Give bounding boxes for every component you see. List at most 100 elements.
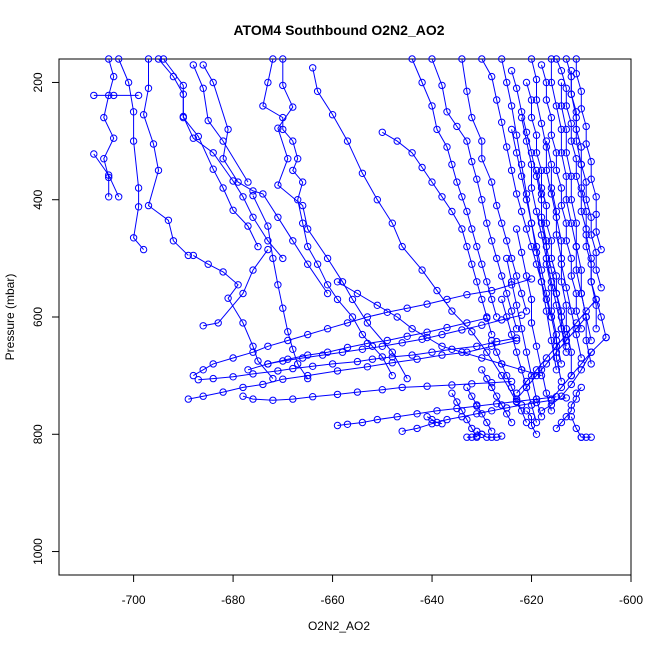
- data-point: [209, 165, 217, 173]
- data-point: [587, 348, 595, 356]
- data-point: [552, 149, 561, 157]
- series-line: [466, 387, 493, 432]
- series-line: [575, 59, 602, 250]
- data-point: [562, 172, 570, 181]
- data-point: [184, 395, 193, 403]
- data-point: [229, 177, 237, 185]
- data-point: [388, 348, 396, 356]
- data-point: [567, 413, 575, 421]
- data-point: [398, 242, 406, 251]
- data-point: [498, 55, 506, 63]
- data-point: [279, 357, 287, 365]
- data-point: [304, 371, 312, 380]
- data-point: [567, 307, 575, 315]
- data-point: [532, 430, 541, 438]
- data-point: [398, 339, 406, 347]
- data-point: [274, 213, 282, 222]
- data-point: [483, 374, 491, 383]
- data-point: [592, 266, 600, 274]
- data-point: [542, 201, 551, 210]
- data-point: [284, 328, 292, 336]
- data-point: [313, 87, 322, 96]
- data-point: [547, 190, 556, 198]
- data-point: [378, 353, 386, 361]
- data-point: [503, 371, 511, 380]
- data-point: [507, 278, 516, 286]
- data-point: [463, 242, 471, 251]
- data-point: [532, 131, 541, 139]
- data-point: [463, 137, 471, 145]
- data-point: [522, 225, 531, 233]
- data-point: [592, 325, 600, 333]
- series-8: [199, 61, 332, 298]
- data-point: [597, 284, 605, 292]
- data-point: [577, 366, 585, 374]
- data-point: [542, 295, 551, 304]
- data-point: [124, 78, 133, 87]
- data-point: [517, 207, 526, 216]
- data-point: [438, 420, 446, 428]
- data-point: [239, 383, 247, 392]
- data-point: [557, 67, 566, 75]
- data-point: [289, 364, 297, 373]
- data-point: [115, 55, 123, 63]
- data-point: [512, 348, 521, 356]
- data-point: [209, 374, 217, 383]
- data-point: [517, 407, 526, 415]
- series-19: [244, 314, 491, 374]
- data-point: [507, 125, 516, 134]
- data-point: [90, 91, 98, 100]
- data-point: [328, 360, 337, 368]
- data-point: [204, 260, 212, 268]
- data-point: [363, 339, 372, 348]
- data-point: [194, 132, 203, 141]
- data-point: [498, 401, 506, 409]
- data-point: [438, 351, 446, 359]
- data-point: [537, 184, 546, 192]
- data-point: [517, 160, 526, 169]
- series-line: [431, 58, 518, 329]
- series-line: [93, 153, 120, 198]
- data-point: [542, 166, 551, 175]
- data-point: [378, 342, 386, 350]
- data-point: [562, 348, 570, 356]
- data-point: [552, 102, 561, 110]
- data-point: [557, 184, 566, 192]
- data-point: [527, 295, 536, 304]
- data-point: [503, 254, 511, 263]
- data-point: [527, 219, 536, 227]
- series-17: [194, 334, 521, 384]
- data-point: [567, 137, 575, 145]
- series-line: [501, 58, 557, 370]
- data-point: [532, 75, 541, 84]
- series-6: [189, 61, 252, 186]
- series-50: [448, 389, 481, 441]
- data-point: [393, 313, 401, 321]
- data-point: [567, 67, 575, 75]
- data-point: [90, 150, 98, 158]
- chart-title: ATOM4 Southbound O2N2_AO2: [233, 22, 444, 38]
- data-point: [239, 289, 247, 298]
- data-point: [343, 420, 352, 428]
- data-point: [582, 242, 590, 251]
- data-point: [567, 219, 575, 227]
- series-39: [498, 55, 561, 374]
- data-point: [323, 254, 332, 263]
- data-point: [279, 254, 287, 263]
- data-point: [537, 219, 546, 227]
- data-point: [552, 354, 561, 362]
- data-point: [517, 401, 526, 409]
- data-point: [244, 366, 252, 374]
- data-point: [493, 201, 501, 210]
- data-point: [229, 373, 237, 381]
- data-point: [562, 413, 570, 421]
- series-line: [202, 64, 329, 294]
- series-line: [570, 70, 597, 329]
- data-point: [572, 395, 580, 403]
- data-point: [423, 300, 431, 308]
- series-40: [567, 67, 600, 333]
- data-point: [562, 394, 570, 402]
- data-point: [269, 396, 277, 404]
- series-line: [193, 278, 532, 377]
